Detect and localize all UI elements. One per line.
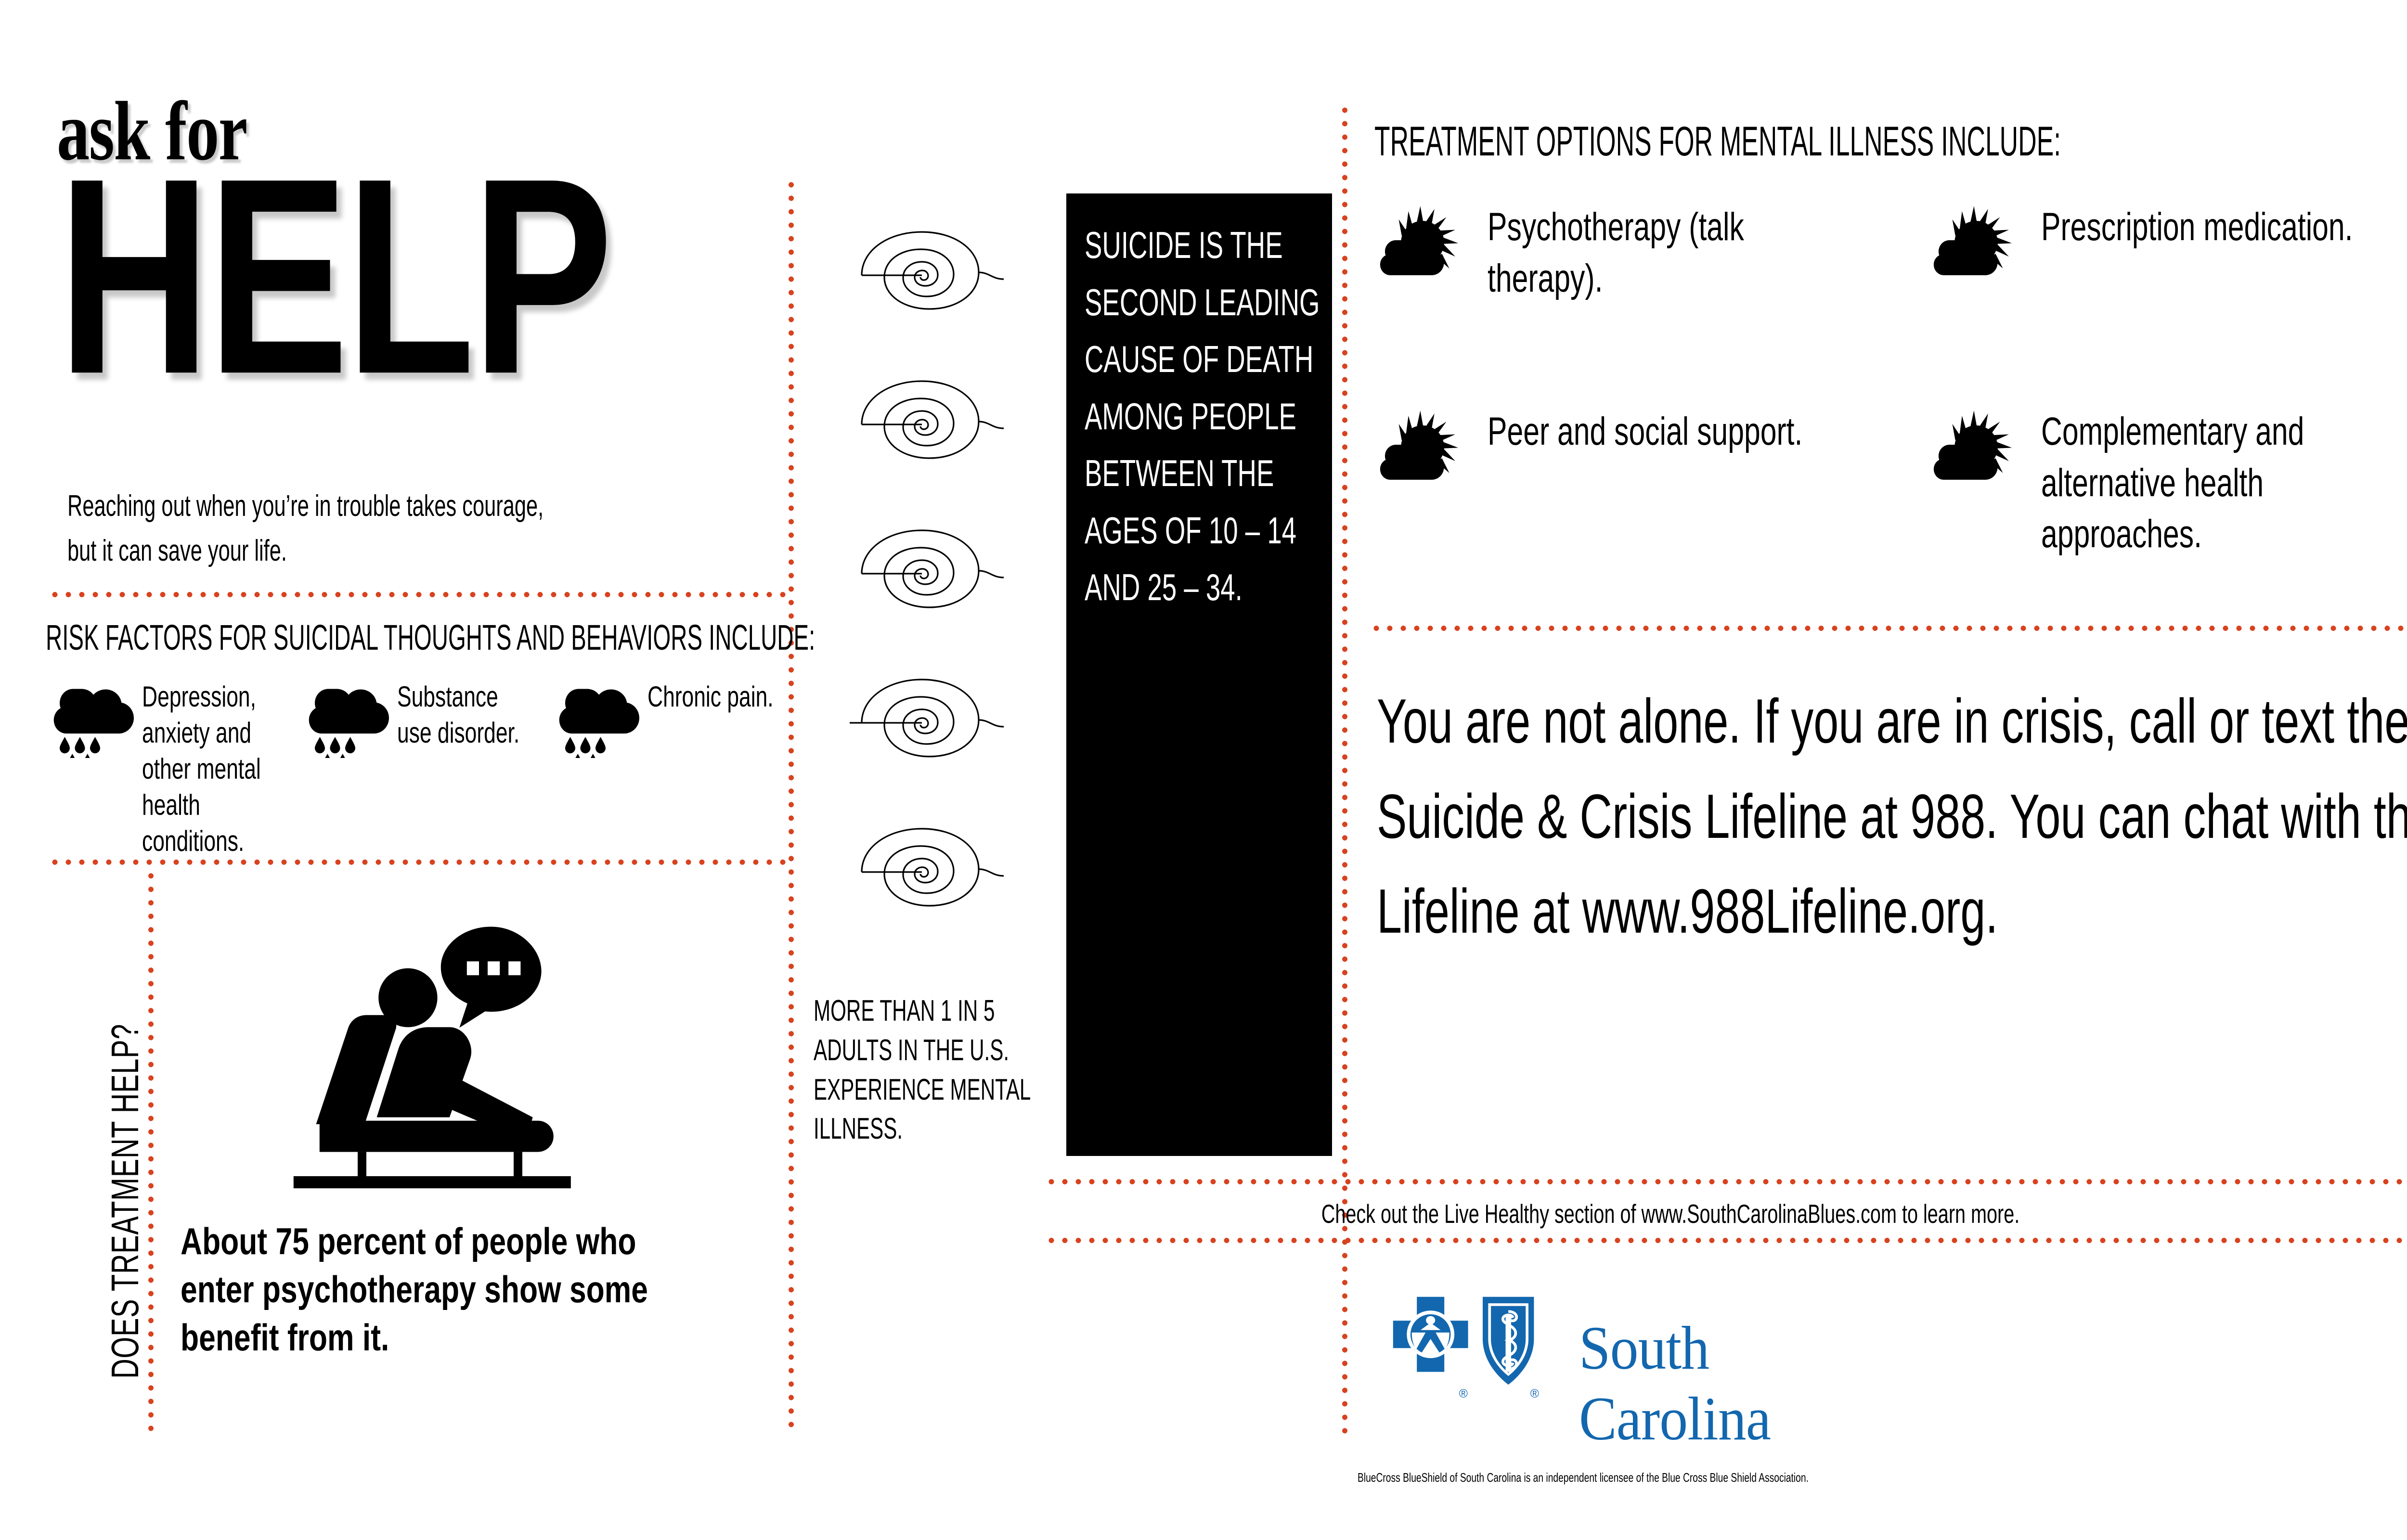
spiral-icon xyxy=(861,380,1004,459)
treatment-option-label: Complementary and alternative health app… xyxy=(2041,410,2304,556)
svg-text:®: ® xyxy=(1530,1387,1539,1400)
rain-cloud-icon xyxy=(309,689,389,758)
svg-text:®: ® xyxy=(1459,1387,1468,1400)
treatment-options-heading: TREATMENT OPTIONS FOR MENTAL ILLNESS INC… xyxy=(1374,118,2061,165)
risk-factor-label: Depression, anxiety and other mental hea… xyxy=(142,680,261,857)
treatment-help-vertical-label: DOES TREATMENT HELP? xyxy=(104,1024,146,1379)
live-healthy-callout: Check out the Live Healthy section of ww… xyxy=(1321,1199,2020,1229)
divider-dotted-horizontal-footer-2 xyxy=(1045,1238,2407,1243)
spiral-icon xyxy=(861,529,1004,608)
treatment-option-label: Prescription medication. xyxy=(2041,205,2353,249)
rain-cloud-icon xyxy=(53,689,134,758)
suicide-stat-box: SUICIDE IS THE SECOND LEADING CAUSE OF D… xyxy=(1066,193,1332,1156)
page-subtitle-line2: but it can save your life. xyxy=(67,534,287,567)
risk-factors-heading: RISK FACTORS FOR SUICIDAL THOUGHTS AND B… xyxy=(46,617,815,657)
page-title: HELP xyxy=(58,120,613,432)
treatment-option-label: Psychotherapy (talk therapy). xyxy=(1488,205,1744,300)
bluecross-blueshield-logo: ® ® South Carolina xyxy=(1391,1295,1921,1453)
logo-wordmark: South Carolina xyxy=(1579,1314,1771,1453)
divider-dotted-horizontal-right-top xyxy=(1370,626,2407,631)
spiral-icon xyxy=(861,828,1004,907)
divider-dotted-vertical-center xyxy=(789,178,794,1435)
sun-behind-cloud-icon xyxy=(1380,206,1459,275)
mental-illness-stat-text: MORE THAN 1 IN 5 ADULTS IN THE U.S. EXPE… xyxy=(814,994,1030,1146)
risk-factor-label: Chronic pain. xyxy=(647,680,774,713)
divider-dotted-horizontal-left-mid xyxy=(48,860,792,865)
page-eyebrow: ask for xyxy=(57,84,247,178)
suicide-stat-text: SUICIDE IS THE SECOND LEADING CAUSE OF D… xyxy=(1085,224,1320,609)
crisis-message: You are not alone. If you are in crisis,… xyxy=(1377,686,2407,947)
page-subtitle: Reaching out when you’re in trouble take… xyxy=(67,484,566,573)
treatment-benefit-statement: About 75 percent of people who enter psy… xyxy=(181,1220,648,1359)
divider-dotted-horizontal-left-top xyxy=(48,592,792,597)
divider-dotted-vertical-left-col xyxy=(148,869,154,1435)
sun-behind-cloud-icon xyxy=(1933,411,2012,480)
spiral-icon xyxy=(861,231,1004,310)
divider-dotted-horizontal-footer xyxy=(1045,1179,2407,1184)
divider-dotted-vertical-right xyxy=(1342,103,1347,1436)
sun-behind-cloud-icon xyxy=(1380,411,1459,480)
spiral-icon xyxy=(850,679,1004,757)
risk-factor-label: Substance use disorder. xyxy=(397,680,520,749)
sun-behind-cloud-icon xyxy=(1933,206,2012,275)
logo-marks: ® ® xyxy=(1393,1296,1539,1400)
treatment-option-label: Peer and social support. xyxy=(1488,410,1803,453)
page-subtitle-line1: Reaching out when you’re in trouble take… xyxy=(67,489,544,523)
rain-cloud-icon xyxy=(559,689,639,758)
legal-disclaimer: BlueCross BlueShield of South Carolina i… xyxy=(1358,1470,1809,1485)
person-on-couch-icon xyxy=(293,926,571,1189)
